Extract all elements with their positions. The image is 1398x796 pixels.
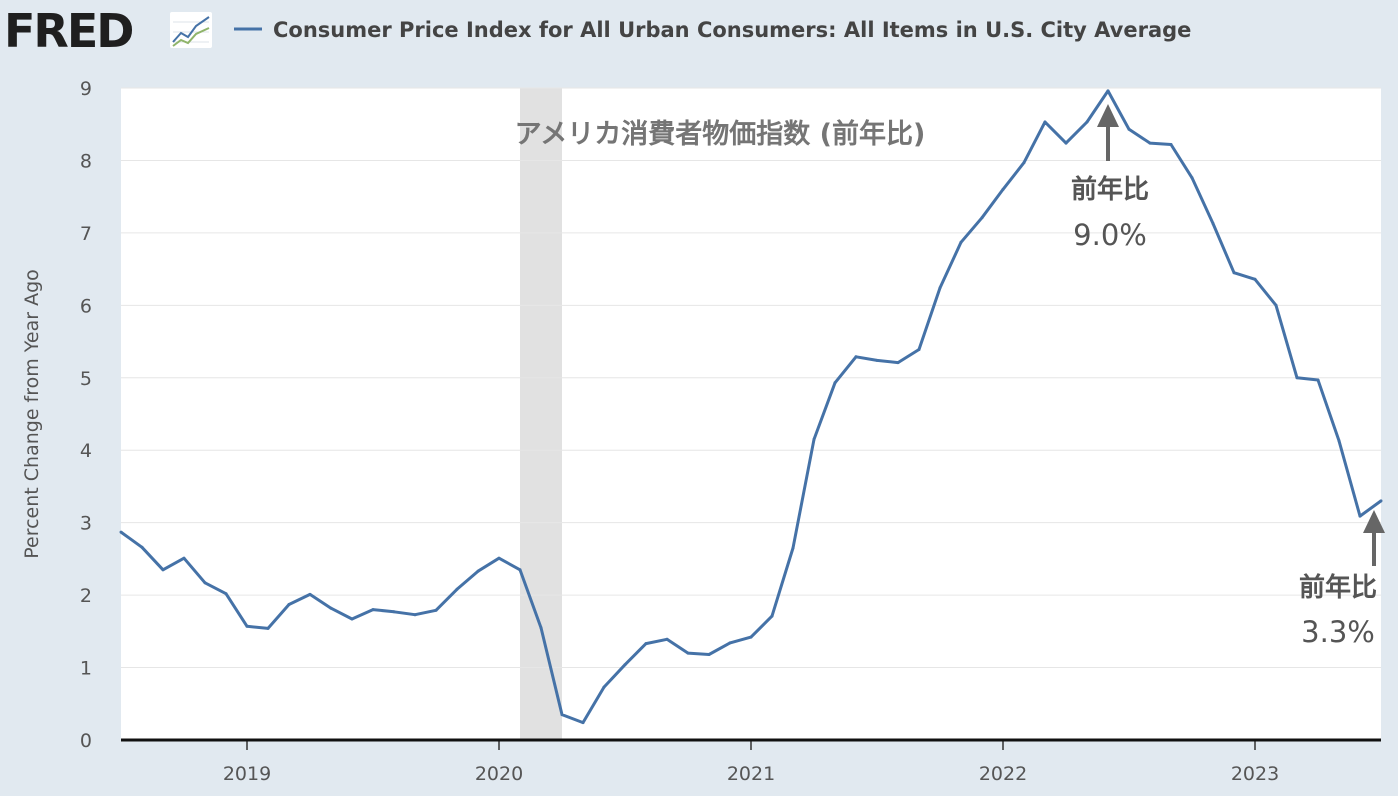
series-point [812,437,816,441]
series-point [1358,514,1362,518]
series-point [1253,277,1257,281]
series-point [1043,120,1047,124]
annotation-peak: 前年比 9.0% [1071,104,1149,252]
y-axis-label: Percent Change from Year Ago [21,269,43,559]
series-point [896,361,900,365]
series-point [980,216,984,220]
series-point [1316,378,1320,382]
series-point [1148,141,1152,145]
series-point [266,626,270,630]
series-point [287,603,291,606]
fred-logo-text: FRED [4,4,132,58]
y-tick-label: 8 [80,150,92,172]
y-tick-label: 7 [80,223,92,245]
y-tick-label: 0 [80,730,92,752]
series-point [791,546,795,550]
series-point [371,608,375,612]
series-point [518,568,522,572]
y-tick-label: 3 [80,513,92,535]
series-point [602,685,606,689]
series-point [686,651,690,655]
y-tick-label: 6 [80,295,92,317]
series-point [1106,89,1110,93]
series-point [539,626,543,630]
series-point [875,358,879,362]
recession-band [520,88,562,740]
series-point [245,624,249,628]
annotation-latest-value: 3.3% [1301,615,1375,649]
fred-line-chart-icon [170,12,212,48]
arrow-head-icon [1363,510,1385,533]
legend-label: Consumer Price Index for All Urban Consu… [273,18,1191,42]
series-point [455,587,459,591]
series-point [413,613,417,617]
series-point [1085,120,1089,124]
series-point [1295,376,1299,380]
series-point [1274,303,1278,307]
series-point [1379,499,1383,503]
series-point [182,556,186,560]
series-point [308,592,312,596]
series-point [329,606,333,610]
legend: Consumer Price Index for All Urban Consu… [234,18,1191,42]
y-axis-ticks: 0 1 2 3 4 5 6 7 8 9 [80,78,92,752]
series-point [392,610,396,614]
series-point [203,581,207,585]
series-point [434,608,438,612]
series-point [1337,439,1341,443]
y-tick-label: 1 [80,658,92,680]
series-point [1211,222,1215,225]
plot-area [121,88,1381,740]
series-point [497,556,501,560]
x-tick-label: 2023 [1231,763,1279,785]
series-point [140,545,144,549]
series-point [938,286,942,290]
annotation-peak-value: 9.0% [1073,218,1147,252]
series-point [560,713,564,717]
series-point [1001,187,1005,191]
annotation-peak-label: 前年比 [1071,174,1149,205]
series-point [749,635,753,639]
series-point [623,663,627,667]
series-point [644,642,648,646]
series-point [728,641,732,645]
series-point [350,617,354,621]
series-point [1127,127,1131,131]
grid-lines [121,87,1381,669]
fred-logo[interactable]: FRED [4,4,212,58]
x-tick-label: 2020 [475,763,523,785]
series-point [854,355,858,359]
series-point [224,592,228,596]
y-tick-label: 4 [80,440,92,462]
series-point [161,568,165,572]
series-point [1064,141,1068,145]
x-axis-ticks: 2019 2020 2021 2022 2023 [223,740,1279,785]
series-point [959,240,963,244]
series-point [476,569,480,573]
series-point [1022,161,1026,165]
series-points [119,89,1383,725]
series-point [1190,176,1194,180]
series-point [665,637,669,641]
series-point [917,348,921,351]
y-tick-label: 9 [80,78,92,100]
annotation-latest: 前年比 3.3% [1299,510,1385,649]
series-point [833,381,837,385]
series-point [119,530,123,534]
overlay-title: アメリカ消費者物価指数 (前年比) [515,118,926,150]
arrow-head-icon [1097,104,1119,127]
series-point [581,721,585,725]
x-tick-label: 2022 [979,763,1027,785]
series-point [1169,143,1173,146]
x-tick-label: 2021 [727,763,775,785]
series-point [707,653,711,656]
y-tick-label: 5 [80,368,92,390]
x-tick-label: 2019 [223,763,271,785]
series-point [770,614,774,618]
y-tick-label: 2 [80,585,92,607]
annotation-latest-label: 前年比 [1299,572,1377,603]
series-point [1232,271,1236,275]
